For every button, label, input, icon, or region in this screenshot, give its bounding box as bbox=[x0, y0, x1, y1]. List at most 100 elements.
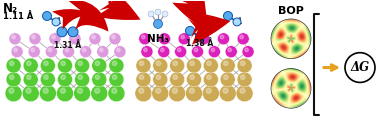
Circle shape bbox=[190, 75, 194, 79]
Circle shape bbox=[9, 88, 14, 93]
Circle shape bbox=[139, 75, 144, 79]
Circle shape bbox=[233, 18, 241, 26]
Circle shape bbox=[29, 33, 41, 45]
Circle shape bbox=[186, 85, 203, 102]
Circle shape bbox=[91, 85, 108, 102]
Circle shape bbox=[211, 48, 215, 52]
Circle shape bbox=[57, 27, 67, 37]
Circle shape bbox=[22, 85, 39, 102]
Circle shape bbox=[92, 58, 107, 73]
Circle shape bbox=[207, 75, 211, 79]
Circle shape bbox=[186, 72, 201, 87]
Circle shape bbox=[245, 48, 248, 52]
Circle shape bbox=[44, 61, 48, 66]
Circle shape bbox=[99, 48, 103, 52]
Text: BOP: BOP bbox=[278, 6, 304, 16]
Circle shape bbox=[112, 61, 117, 66]
Circle shape bbox=[114, 46, 126, 58]
Circle shape bbox=[220, 72, 235, 87]
Circle shape bbox=[136, 72, 151, 87]
Circle shape bbox=[202, 85, 219, 102]
Circle shape bbox=[189, 88, 194, 93]
Circle shape bbox=[109, 58, 124, 73]
Circle shape bbox=[203, 72, 218, 87]
Circle shape bbox=[198, 33, 210, 45]
Circle shape bbox=[26, 75, 31, 79]
Circle shape bbox=[170, 58, 184, 73]
Text: NH₃: NH₃ bbox=[147, 34, 169, 44]
Circle shape bbox=[14, 48, 17, 52]
Circle shape bbox=[169, 85, 186, 102]
Text: ΔG: ΔG bbox=[350, 61, 370, 74]
Circle shape bbox=[153, 58, 168, 73]
Circle shape bbox=[26, 61, 31, 66]
Circle shape bbox=[194, 48, 198, 52]
Circle shape bbox=[23, 72, 38, 87]
Circle shape bbox=[112, 88, 117, 93]
Circle shape bbox=[89, 33, 101, 45]
Circle shape bbox=[156, 75, 161, 79]
Circle shape bbox=[345, 53, 375, 82]
Circle shape bbox=[92, 35, 95, 39]
Text: 1.31 Å: 1.31 Å bbox=[54, 41, 81, 50]
Circle shape bbox=[186, 58, 201, 73]
Circle shape bbox=[223, 88, 228, 93]
Circle shape bbox=[136, 58, 151, 73]
Circle shape bbox=[69, 33, 81, 45]
Circle shape bbox=[139, 61, 144, 66]
Circle shape bbox=[112, 35, 115, 39]
Circle shape bbox=[74, 72, 90, 87]
Circle shape bbox=[236, 85, 253, 102]
FancyArrowPatch shape bbox=[96, 0, 141, 20]
Circle shape bbox=[219, 85, 236, 102]
Text: 1.38 Å: 1.38 Å bbox=[186, 39, 214, 48]
Circle shape bbox=[61, 75, 65, 79]
Circle shape bbox=[117, 48, 120, 52]
Circle shape bbox=[178, 33, 190, 45]
Circle shape bbox=[57, 58, 73, 73]
Circle shape bbox=[44, 75, 48, 79]
Circle shape bbox=[242, 46, 254, 58]
Circle shape bbox=[141, 35, 145, 39]
Circle shape bbox=[237, 72, 252, 87]
Circle shape bbox=[148, 11, 154, 17]
Circle shape bbox=[74, 85, 91, 102]
Circle shape bbox=[9, 33, 21, 45]
Circle shape bbox=[208, 46, 220, 58]
Circle shape bbox=[153, 72, 168, 87]
Circle shape bbox=[49, 33, 61, 45]
Circle shape bbox=[220, 58, 235, 73]
Circle shape bbox=[112, 75, 117, 79]
Circle shape bbox=[186, 26, 195, 35]
Circle shape bbox=[60, 88, 65, 93]
FancyArrowPatch shape bbox=[52, 0, 108, 32]
Circle shape bbox=[11, 46, 23, 58]
Circle shape bbox=[173, 75, 178, 79]
Circle shape bbox=[139, 88, 144, 93]
Circle shape bbox=[190, 61, 194, 66]
Circle shape bbox=[144, 48, 147, 52]
Circle shape bbox=[224, 61, 228, 66]
Circle shape bbox=[172, 88, 178, 93]
Circle shape bbox=[192, 46, 203, 58]
Circle shape bbox=[240, 61, 245, 66]
Circle shape bbox=[161, 48, 164, 52]
Circle shape bbox=[139, 33, 151, 45]
Circle shape bbox=[5, 85, 22, 102]
Circle shape bbox=[92, 72, 107, 87]
FancyArrowPatch shape bbox=[186, 12, 230, 45]
Circle shape bbox=[43, 88, 48, 93]
Circle shape bbox=[240, 35, 243, 39]
Circle shape bbox=[12, 35, 15, 39]
Circle shape bbox=[181, 35, 184, 39]
Circle shape bbox=[56, 85, 73, 102]
Circle shape bbox=[158, 46, 170, 58]
Circle shape bbox=[77, 88, 82, 93]
Circle shape bbox=[207, 61, 211, 66]
Circle shape bbox=[52, 18, 60, 26]
Circle shape bbox=[156, 61, 161, 66]
Circle shape bbox=[155, 9, 161, 15]
Circle shape bbox=[40, 72, 55, 87]
Circle shape bbox=[237, 58, 252, 73]
Circle shape bbox=[62, 46, 74, 58]
